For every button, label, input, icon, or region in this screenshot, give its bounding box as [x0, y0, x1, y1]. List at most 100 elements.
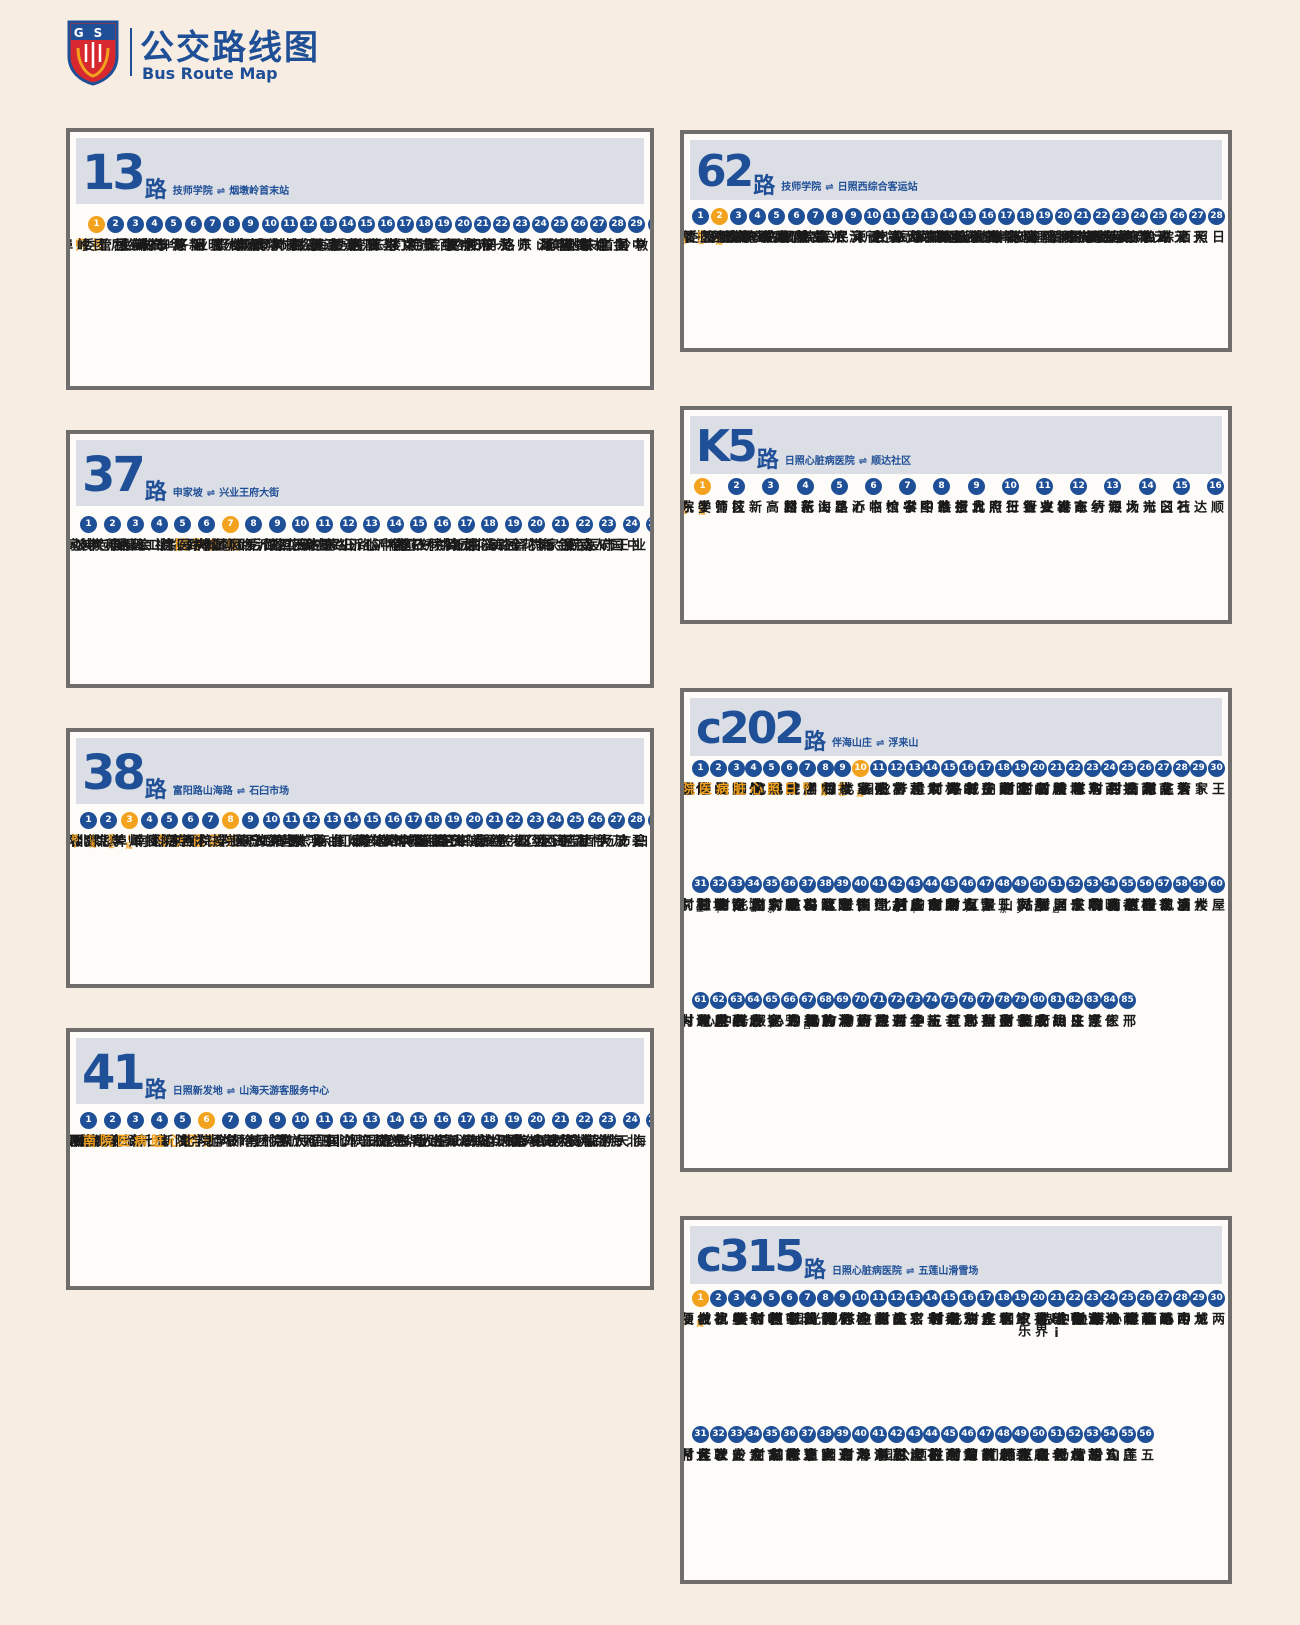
double-arrow-icon: ⇌ [875, 738, 885, 749]
stop-name: 富阳路北口 [821, 782, 905, 794]
stop-name: 新村 [111, 238, 144, 250]
stop-number-badge: 18 [995, 760, 1012, 777]
stop-name-text: 技师学院 [172, 538, 238, 550]
stop-name: 第三人民医院 [799, 230, 900, 242]
stop-name-text: 济宁医学院西门 [162, 834, 279, 846]
stop-name-text: 临沂路山海路 [114, 538, 214, 550]
stop-name: 王家管庄东 [1141, 782, 1225, 794]
stop-name-text: 市医院 [566, 538, 615, 550]
stop-name: 通力购物广场 [804, 1014, 905, 1026]
stop-name: 昭阳南路长春路 [916, 230, 1034, 242]
stop-name: (千上峪前村) 陈家山前村 [767, 898, 923, 913]
stop-name: 海洋环境监测站 [475, 1134, 593, 1146]
stop-name-text: 香河街道 [718, 230, 784, 242]
route-from: 申家坡 [172, 488, 203, 499]
stop-name: 临沂路山海路 [114, 538, 215, 550]
stop-name: 大庄社区 [695, 1448, 762, 1460]
route-to: 山海天游客服务中心 [239, 1086, 330, 1097]
stop-number-badge: 25 [551, 216, 568, 233]
stop-number-badge: 78 [995, 992, 1012, 1009]
stop-name: 海曲新村一区 [397, 538, 498, 550]
stop-name: 高新区管委东 [684, 500, 779, 512]
stop-number-badge: 12 [300, 216, 317, 233]
route-header: c202 路伴海山庄 ⇌ 浮来山 [690, 698, 1222, 756]
stop-name: 后岭村 [684, 1014, 727, 1026]
stop-number-badge: 7 [807, 208, 824, 225]
stop-number-badge: 1 [694, 478, 711, 495]
page-subtitle: Bus Route Map [142, 64, 278, 83]
stop-name: 烟墩岭首末站 [564, 238, 650, 250]
route-number: 62 [696, 146, 754, 197]
stop-name-text: 市中心医院 [349, 238, 432, 250]
stop-name: 南王家村 [526, 538, 593, 550]
stop-name: 石旺沟村北 [732, 898, 816, 910]
route-number: c202 [696, 703, 805, 754]
stop-number-badge: 18 [1017, 208, 1034, 225]
stop-name: 市中心医院 [349, 238, 433, 250]
stop-name: 富阳路潍坊路 [723, 230, 824, 242]
stop-name: 昭阳路派出所 [856, 230, 957, 242]
stop-name: 丝绸家园 [477, 834, 544, 846]
stop-name: 蓝湾购物中心 [768, 1014, 869, 1026]
stop-number-badge: 20 [528, 516, 545, 533]
stop-number-badge: 54 [1101, 876, 1118, 893]
stop-name: 天津路和绍兴路 [1069, 230, 1187, 242]
stop-name: 石臼市场 [1123, 500, 1190, 512]
route-unit: 路 [144, 178, 167, 203]
stop-name: 临沂路聊城路 [185, 538, 286, 550]
stop-name: 东港卫校 [871, 230, 938, 242]
stop-name: 张家楼 [70, 834, 117, 846]
stop-name-text: 五莲山滑雪场 [1053, 1448, 1153, 1460]
stop-number-badge: 20 [1030, 760, 1047, 777]
stop-number-badge: 3 [127, 516, 144, 533]
stop-name-text: 花崖村 [890, 1448, 939, 1460]
stop-name-text: 菏泽路淄博路 [444, 538, 544, 550]
stop-name-text: 市中医院西门 [390, 238, 490, 250]
route-to: 石臼市场 [249, 786, 290, 797]
route-number: K5 [696, 421, 758, 472]
stop-name-text: 党校培训中心 [303, 1134, 403, 1146]
stop-number-badge: 52 [1066, 1426, 1083, 1443]
stop-name-text: 小朱家村 [680, 1014, 744, 1026]
stop-name: 儒风海韵 [233, 834, 300, 846]
route-header: 37 路申家坡 ⇌ 兴业王府大街 [76, 440, 644, 506]
stop-name-text: 胡家街村 [998, 1014, 1064, 1026]
stop-name: 秦家官庄村 [874, 1312, 958, 1324]
stop-number-badge: 21 [1074, 208, 1091, 225]
stop-name-text: 威海路淄博路 [382, 834, 482, 846]
stop-number-badge: 79 [1012, 992, 1029, 1009]
route-header: 13 路技师学院 ⇌ 烟墩岭首末站 [76, 138, 644, 204]
stop-name: 后团岭埠北 [750, 782, 834, 794]
stop-name-text: 九仙山东门 [999, 1448, 1082, 1460]
stop-note: (罗庄村) [980, 898, 1024, 913]
stop-name: 华侨纺织 [212, 238, 279, 250]
stop-name-text: 山海路青岛路 [374, 1134, 474, 1146]
stop-name-text: 吉庄村 [890, 898, 939, 910]
stop-name-text: 山海嘉园 [360, 1134, 426, 1146]
stop-number-badge: 19 [435, 216, 452, 233]
stop-number-badge: 4 [745, 760, 762, 777]
stop-name-text: 怡海小区 [538, 834, 604, 846]
stop-number-badge: 12 [902, 208, 919, 225]
stop-number-badge: 24 [532, 216, 549, 233]
stop-number-badge: 3 [127, 1112, 144, 1129]
stop-name: 日照日报社 [935, 500, 1019, 512]
stop-name-text: 新三力建设 [66, 1134, 143, 1146]
stop-name-text: 高新区管委 [79, 238, 162, 250]
stop-number-badge: 43 [906, 876, 923, 893]
stop-name: 南鲍疃村 [684, 898, 745, 910]
stop-number-badge: 7 [799, 1290, 816, 1307]
stop-number-badge: 2 [711, 208, 728, 225]
stop-number-badge: 15 [941, 1290, 958, 1307]
stop-name-text: 昭阳路派出所 [856, 230, 956, 242]
stop-name-text: 段家河村 [1034, 898, 1100, 910]
stop-number-badge: 24 [1101, 760, 1118, 777]
stop-number-badge: 4 [141, 812, 158, 829]
stop-number-badge: 13 [921, 208, 938, 225]
stop-number-badge: 18 [416, 216, 433, 233]
stop-name: 党校培训中心 [303, 1134, 404, 1146]
stop-name: 双河村北 [784, 898, 851, 910]
stop-number-badge: 16 [434, 1112, 451, 1129]
stop-number-badge: 15 [941, 760, 958, 777]
stop-name-text: 东山村 [926, 1312, 975, 1324]
